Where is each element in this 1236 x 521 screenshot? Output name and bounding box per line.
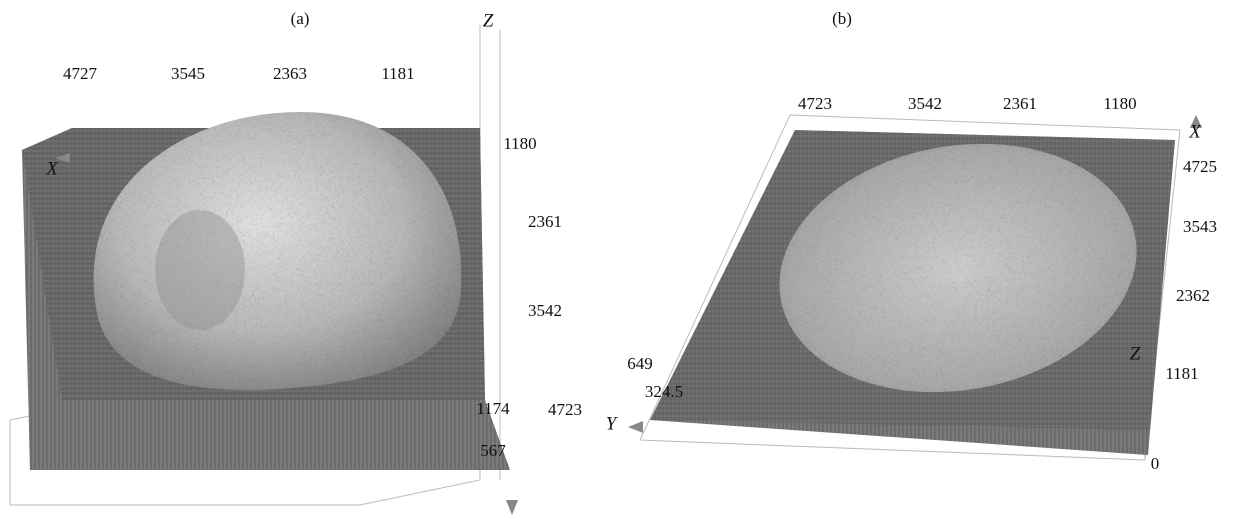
tick-label: 3542 [908, 94, 942, 113]
tick-label: 4723 [548, 400, 582, 419]
tick-label: 1180 [503, 134, 536, 153]
tick-label: 0 [1151, 454, 1160, 473]
tick-label: 2362 [1176, 286, 1210, 305]
tick-label: 2363 [273, 64, 307, 83]
z-arrow [506, 500, 518, 515]
axis-label: X [1188, 121, 1202, 142]
tick-label: 1174 [476, 399, 510, 418]
tick-label: 4725 [1183, 157, 1217, 176]
tick-label: 1180 [1103, 94, 1136, 113]
figure: (a) Z X 4727 3545 2363 1181 1180 2361 35… [0, 0, 1236, 521]
tick-label: 324.5 [645, 382, 683, 401]
dome-shadow [155, 210, 245, 330]
axis-label: X [45, 158, 59, 179]
tick-label: 1181 [381, 64, 414, 83]
tick-label: 1181 [1165, 364, 1198, 383]
tick-label: 2361 [528, 212, 562, 231]
tick-label: 4727 [63, 64, 98, 83]
panel-a: (a) Z X 4727 3545 2363 1181 1180 2361 35… [10, 9, 582, 515]
tick-label: 3545 [171, 64, 205, 83]
tick-label: 3542 [528, 301, 562, 320]
panel-label: (a) [291, 9, 310, 28]
panel-label: (b) [832, 9, 852, 28]
axis-label: Y [606, 413, 619, 434]
axis-label: Z [483, 10, 494, 31]
tick-label: 567 [480, 441, 506, 460]
axis-label: Z [1130, 343, 1141, 364]
y-arrow [628, 421, 643, 433]
page: (a) Z X 4727 3545 2363 1181 1180 2361 35… [0, 0, 1236, 521]
panel-b: (b) X Y Z 4723 3542 2361 1180 4725 3543 … [606, 9, 1217, 473]
tick-label: 2361 [1003, 94, 1037, 113]
tick-label: 4723 [798, 94, 832, 113]
tick-label: 3543 [1183, 217, 1217, 236]
tick-label: 649 [627, 354, 653, 373]
